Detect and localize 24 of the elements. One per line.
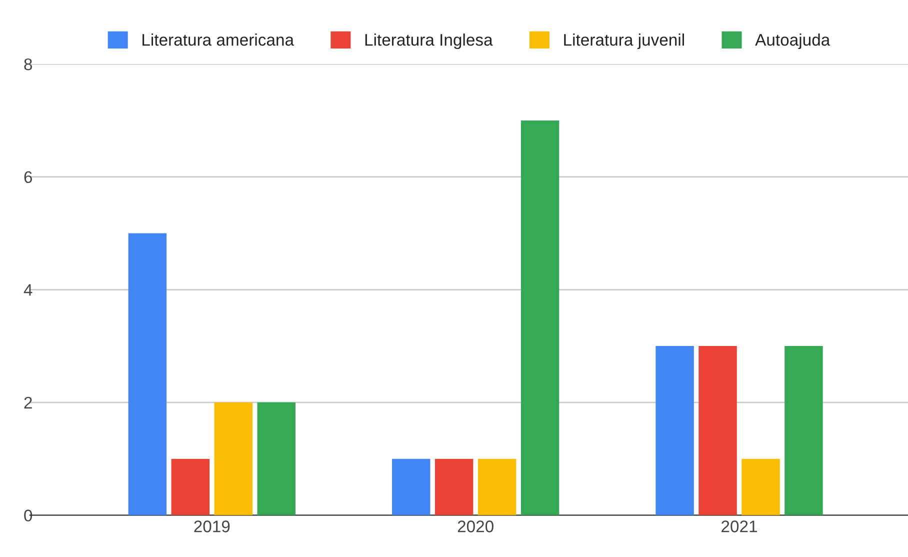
bar (478, 458, 516, 516)
bar (742, 458, 780, 516)
legend-label: Literatura Inglesa (365, 34, 493, 50)
x-tick-label: 2021 (722, 520, 757, 532)
bar (698, 346, 737, 516)
bar (257, 402, 296, 516)
y-tick-label: 0 (24, 510, 32, 522)
bar (784, 346, 823, 516)
bar (214, 402, 253, 516)
y-tick-label: 8 (24, 58, 32, 70)
legend-label: Autoajuda (755, 34, 830, 50)
bar (392, 458, 430, 516)
bar (434, 458, 474, 516)
bar (520, 120, 560, 516)
bar (128, 233, 167, 516)
legend-label: Literatura juvenil (564, 34, 684, 50)
y-tick-label: 2 (24, 396, 32, 408)
x-tick-label: 2019 (194, 520, 230, 532)
y-tick-label: 6 (24, 171, 32, 184)
bar (171, 458, 210, 516)
y-tick-label: 4 (24, 284, 32, 296)
bar (656, 346, 694, 516)
x-tick-label: 2020 (458, 520, 494, 532)
legend-label: Literatura americana (142, 34, 294, 46)
